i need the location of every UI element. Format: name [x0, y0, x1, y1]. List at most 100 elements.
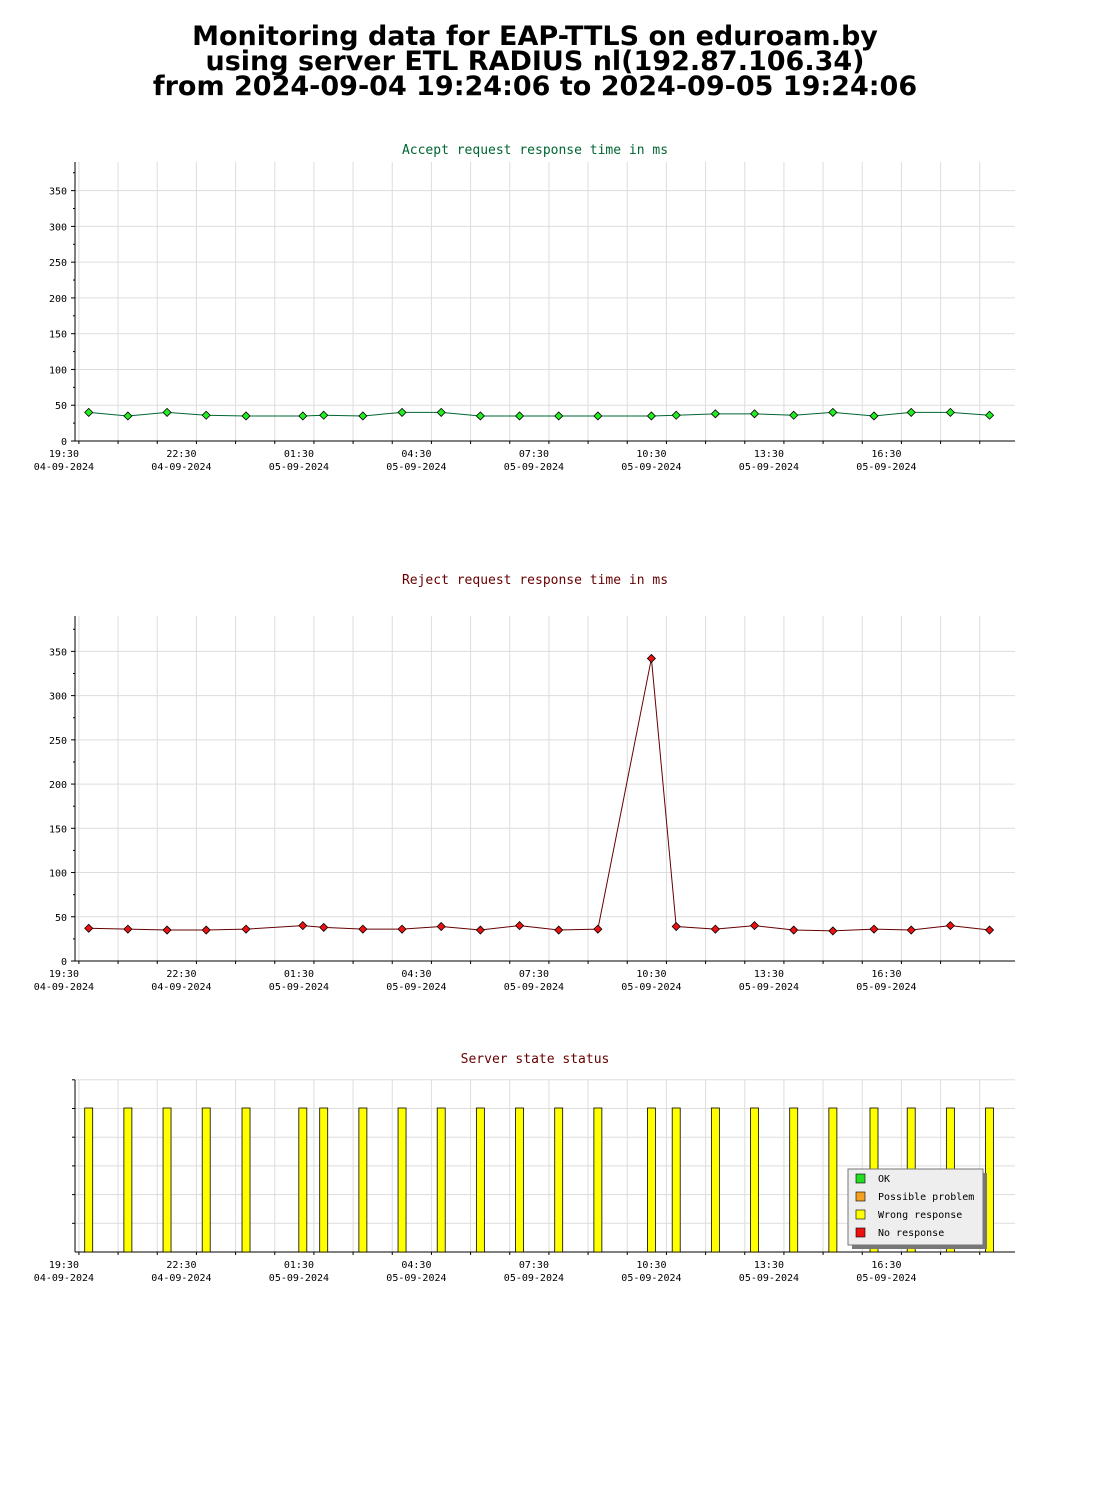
accept-data-point	[945, 407, 955, 417]
reject-data-point	[593, 924, 603, 934]
y-tick-label: 200	[49, 780, 67, 791]
accept-data-point	[319, 410, 329, 420]
legend-label-possible-problem: Possible problem	[878, 1192, 974, 1203]
accept-data-point	[475, 411, 485, 421]
reject-data-point	[84, 923, 94, 933]
accept-data-point	[671, 410, 681, 420]
status-bar	[750, 1107, 759, 1253]
page-title-line-1: Monitoring data for EAP-TTLS on eduroam.…	[192, 21, 878, 52]
reject-data-point	[298, 921, 308, 931]
y-tick-label: 350	[49, 647, 67, 658]
page-title-line-3: from 2024-09-04 19:24:06 to 2024-09-05 1…	[152, 71, 918, 102]
x-tick-date: 05-09-2024	[504, 982, 564, 993]
status-bar	[319, 1107, 329, 1253]
reject-data-point	[671, 921, 681, 932]
legend-swatch-possible-problem	[855, 1191, 866, 1202]
y-tick-label: 250	[49, 258, 67, 269]
y-tick-label: 100	[49, 869, 67, 880]
status-bar	[789, 1107, 799, 1253]
reject-data-point	[475, 925, 485, 935]
accept-series-line	[88, 411, 990, 417]
y-tick-label: 100	[49, 365, 67, 376]
x-tick-time: 19:30	[49, 1260, 79, 1271]
page-title-line-2: using server ETL RADIUS nl(192.87.106.34…	[205, 46, 865, 77]
status-bar	[475, 1107, 485, 1253]
accept-data-point	[514, 411, 525, 421]
reject-data-point	[906, 925, 916, 935]
x-tick-date: 04-09-2024	[151, 1273, 211, 1284]
y-tick-label: 200	[49, 294, 67, 305]
status-bar	[515, 1107, 524, 1253]
x-tick-time: 22:30	[166, 449, 196, 460]
y-tick-label: 0	[61, 437, 67, 448]
plot-area	[75, 162, 1015, 441]
x-tick-time: 19:30	[49, 449, 79, 460]
reject-response-chart: 0 50 100 150 200 250 300 350 19:30 04-09-2024 22:3…	[34, 616, 1015, 993]
x-tick-date: 05-09-2024	[739, 462, 799, 473]
accept-data-point	[646, 411, 656, 421]
accept-data-point	[984, 410, 995, 420]
reject-data-point	[514, 921, 525, 931]
x-tick-time: 04:30	[401, 449, 431, 460]
x-tick-time: 16:30	[871, 449, 901, 460]
status-bar	[397, 1107, 407, 1253]
status-bar	[123, 1107, 133, 1253]
y-tick-label: 250	[49, 736, 67, 747]
x-tick-time: 16:30	[871, 969, 901, 980]
legend-swatch-wrong-response	[855, 1209, 866, 1220]
x-tick-date: 04-09-2024	[151, 462, 211, 473]
accept-data-point	[710, 409, 720, 419]
status-chart-title: Server state status	[461, 1052, 610, 1067]
accept-chart-title: Accept request response time in ms	[402, 143, 668, 158]
x-tick-date: 05-09-2024	[504, 462, 564, 473]
accept-data-point	[201, 410, 211, 420]
reject-data-point	[397, 924, 407, 934]
y-tick-label: 350	[49, 187, 67, 198]
accept-data-point	[869, 411, 879, 421]
reject-data-point	[710, 924, 720, 934]
x-tick-time: 07:30	[519, 449, 549, 460]
x-tick-time: 01:30	[284, 449, 314, 460]
accept-data-point	[593, 411, 603, 421]
y-tick-label: 50	[55, 401, 67, 412]
y-tick-label: 0	[61, 957, 67, 968]
x-tick-date: 04-09-2024	[34, 1273, 94, 1284]
x-tick-date: 04-09-2024	[151, 982, 211, 993]
reject-data-point	[436, 921, 446, 932]
accept-data-point	[436, 407, 446, 417]
x-tick-date: 05-09-2024	[504, 1273, 564, 1284]
legend-label-wrong-response: Wrong response	[878, 1210, 962, 1221]
x-tick-date: 05-09-2024	[621, 1273, 681, 1284]
accept-data-point	[749, 409, 760, 419]
x-tick-time: 22:30	[166, 1260, 196, 1271]
reject-data-point	[319, 922, 329, 932]
accept-data-point	[789, 410, 799, 420]
y-tick-label: 300	[49, 222, 67, 233]
accept-data-point	[298, 411, 308, 421]
y-tick-label: 150	[49, 330, 67, 341]
accept-data-point	[123, 411, 133, 421]
status-bar	[436, 1107, 446, 1253]
x-tick-date: 05-09-2024	[856, 982, 916, 993]
accept-data-point	[906, 407, 916, 417]
reject-chart-title: Reject request response time in ms	[402, 573, 668, 588]
status-bar	[710, 1107, 720, 1253]
status-bar	[554, 1107, 564, 1253]
x-tick-time: 13:30	[754, 1260, 784, 1271]
accept-response-chart: 0 50 100 150 200 250 300 350 19:30 04-09-2024 22:3…	[34, 162, 1015, 473]
reject-data-point	[828, 926, 838, 936]
x-tick-date: 05-09-2024	[621, 462, 681, 473]
reject-data-point	[554, 925, 564, 935]
x-tick-date: 05-09-2024	[856, 1273, 916, 1284]
reject-data-point	[869, 924, 879, 934]
x-tick-date: 05-09-2024	[856, 462, 916, 473]
x-tick-time: 07:30	[519, 1260, 549, 1271]
x-tick-time: 10:30	[636, 449, 666, 460]
reject-data-point	[789, 925, 799, 935]
accept-data-point	[84, 407, 94, 417]
legend-label-ok: OK	[878, 1174, 890, 1185]
legend-swatch-no-response	[855, 1227, 866, 1238]
status-legend: OK Possible problem Wrong response No re…	[847, 1168, 987, 1249]
x-tick-date: 05-09-2024	[621, 982, 681, 993]
reject-data-point	[984, 925, 995, 935]
